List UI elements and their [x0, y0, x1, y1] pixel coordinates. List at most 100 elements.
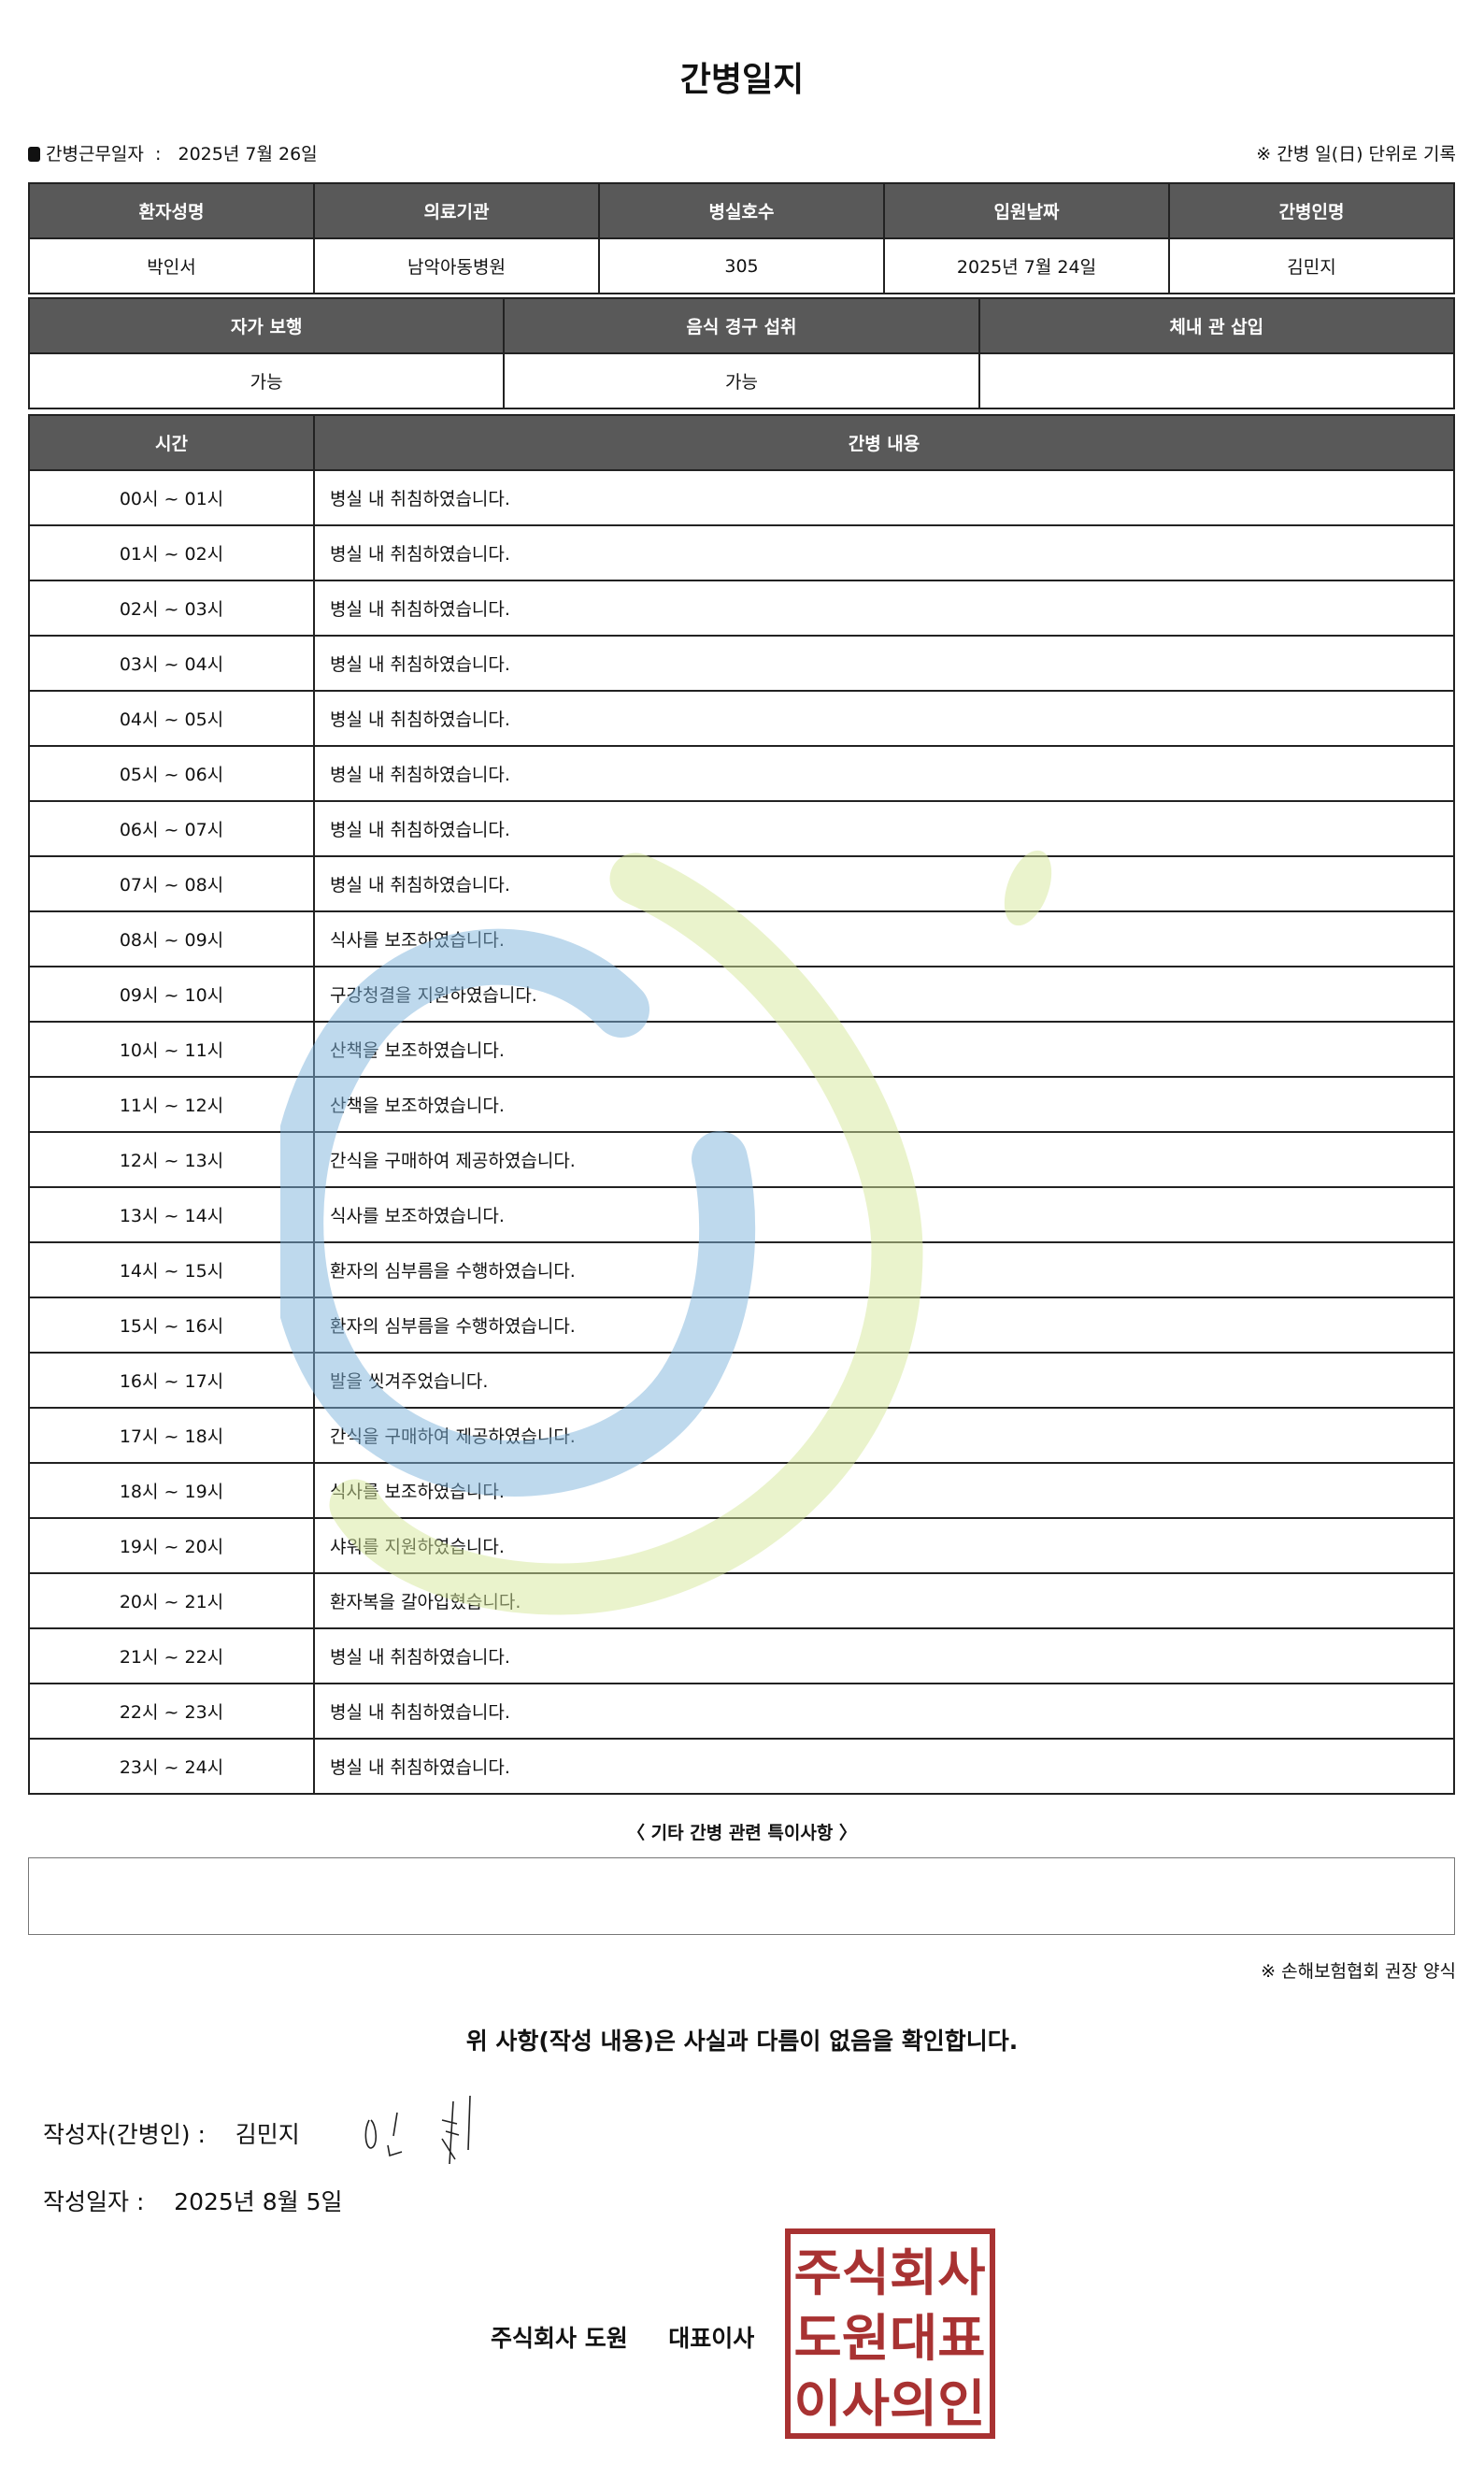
- tube-value: [977, 352, 1456, 409]
- care-log-table: 시간 간병 내용 00시 ~ 01시 병실 내 취침하였습니다. 01시 ~ 02시 병…: [28, 414, 1455, 1795]
- header-oral-intake: 음식 경구 섭취: [503, 297, 980, 354]
- written-date: 작성일자 : 2025년 8월 5일: [43, 2184, 343, 2217]
- content-cell: 식사를 보조하였습니다.: [313, 1462, 1455, 1519]
- writer-name: 김민지: [235, 2121, 300, 2148]
- content-cell: 병실 내 취침하였습니다.: [313, 1683, 1455, 1740]
- table-row: 00시 ~ 01시 병실 내 취침하였습니다.: [28, 469, 1455, 526]
- time-cell: 08시 ~ 09시: [28, 910, 315, 967]
- company-seal: 주식회사 도원대표 이사의인: [785, 2228, 995, 2439]
- table-row: 17시 ~ 18시 간식을 구매하여 제공하였습니다.: [28, 1407, 1455, 1464]
- table-row: 01시 ~ 02시 병실 내 취침하였습니다.: [28, 524, 1455, 581]
- content-cell: 샤워를 지원하였습니다.: [313, 1517, 1455, 1574]
- content-cell: 병실 내 취침하였습니다.: [313, 635, 1455, 692]
- patient-status-table: 자가 보행 음식 경구 섭취 체내 관 삽입 가능 가능: [27, 297, 1456, 409]
- oral-intake-value: 가능: [503, 352, 980, 409]
- header-content: 간병 내용: [313, 414, 1455, 471]
- content-cell: 병실 내 취침하였습니다.: [313, 690, 1455, 747]
- table-row: 12시 ~ 13시 간식을 구매하여 제공하였습니다.: [28, 1131, 1455, 1188]
- written-date-value: 2025년 8월 5일: [174, 2188, 343, 2215]
- content-cell: 병실 내 취침하였습니다.: [313, 745, 1455, 802]
- company-name: 주식회사 도원: [491, 2325, 628, 2352]
- caregiver-name: 김민지: [1168, 237, 1455, 294]
- written-date-label: 작성일자 :: [43, 2188, 145, 2215]
- time-cell: 15시 ~ 16시: [28, 1297, 315, 1354]
- content-cell: 환자의 심부름을 수행하였습니다.: [313, 1297, 1455, 1354]
- content-cell: 산책을 보조하였습니다.: [313, 1021, 1455, 1078]
- patient-name: 박인서: [28, 237, 315, 294]
- writer: 작성자(간병인) : 김민지: [43, 2116, 300, 2150]
- content-cell: 간식을 구매하여 제공하였습니다.: [313, 1407, 1455, 1464]
- table-row: 04시 ~ 05시 병실 내 취침하였습니다.: [28, 690, 1455, 747]
- time-cell: 13시 ~ 14시: [28, 1186, 315, 1243]
- time-cell: 05시 ~ 06시: [28, 745, 315, 802]
- writer-label: 작성자(간병인) :: [43, 2121, 206, 2148]
- time-cell: 09시 ~ 10시: [28, 966, 315, 1023]
- time-cell: 00시 ~ 01시: [28, 469, 315, 526]
- content-cell: 환자의 심부름을 수행하였습니다.: [313, 1241, 1455, 1298]
- time-cell: 11시 ~ 12시: [28, 1076, 315, 1133]
- table-row: 07시 ~ 08시 병실 내 취침하였습니다.: [28, 855, 1455, 912]
- table-row: 22시 ~ 23시 병실 내 취침하였습니다.: [28, 1683, 1455, 1740]
- table-row: 03시 ~ 04시 병실 내 취침하였습니다.: [28, 635, 1455, 692]
- work-date: 간병근무일자 : 2025년 7월 26일: [28, 140, 318, 165]
- table-row: 23시 ~ 24시 병실 내 취침하였습니다.: [28, 1738, 1455, 1795]
- table-row: 19시 ~ 20시 샤워를 지원하였습니다.: [28, 1517, 1455, 1574]
- content-cell: 병실 내 취침하였습니다.: [313, 855, 1455, 912]
- time-cell: 10시 ~ 11시: [28, 1021, 315, 1078]
- signature: [364, 2095, 471, 2165]
- header-time: 시간: [28, 414, 315, 471]
- time-cell: 23시 ~ 24시: [28, 1738, 315, 1795]
- table-row: 11시 ~ 12시 산책을 보조하였습니다.: [28, 1076, 1455, 1133]
- bullet-icon: [28, 147, 40, 162]
- company-signature: 주식회사 도원 대표이사: [491, 2320, 754, 2354]
- table-row: 09시 ~ 10시 구강청결을 지원하였습니다.: [28, 966, 1455, 1023]
- time-cell: 16시 ~ 17시: [28, 1352, 315, 1409]
- room: 305: [598, 237, 885, 294]
- walking-value: 가능: [27, 352, 506, 409]
- table-row: 21시 ~ 22시 병실 내 취침하였습니다.: [28, 1627, 1455, 1684]
- svg-text:이사의인: 이사의인: [794, 2374, 986, 2433]
- content-cell: 병실 내 취침하였습니다.: [313, 469, 1455, 526]
- time-cell: 21시 ~ 22시: [28, 1627, 315, 1684]
- time-cell: 04시 ~ 05시: [28, 690, 315, 747]
- table-row: 20시 ~ 21시 환자복을 갈아입혔습니다.: [28, 1572, 1455, 1629]
- time-cell: 06시 ~ 07시: [28, 800, 315, 857]
- content-cell: 간식을 구매하여 제공하였습니다.: [313, 1131, 1455, 1188]
- time-cell: 17시 ~ 18시: [28, 1407, 315, 1464]
- content-cell: 병실 내 취침하였습니다.: [313, 524, 1455, 581]
- time-cell: 18시 ~ 19시: [28, 1462, 315, 1519]
- header-hospital: 의료기관: [313, 182, 600, 239]
- svg-text:도원대표: 도원대표: [794, 2309, 986, 2368]
- page-title: 간병일지: [679, 61, 805, 99]
- table-row: 15시 ~ 16시 환자의 심부름을 수행하였습니다.: [28, 1297, 1455, 1354]
- header-walking: 자가 보행: [27, 297, 506, 354]
- table-row: 05시 ~ 06시 병실 내 취침하였습니다.: [28, 745, 1455, 802]
- ceo-title: 대표이사: [668, 2325, 755, 2352]
- content-cell: 구강청결을 지원하였습니다.: [313, 966, 1455, 1023]
- remarks-box: [28, 1857, 1455, 1935]
- time-cell: 19시 ~ 20시: [28, 1517, 315, 1574]
- content-cell: 발을 씻겨주었습니다.: [313, 1352, 1455, 1409]
- time-cell: 02시 ~ 03시: [28, 580, 315, 637]
- content-cell: 환자복을 갈아입혔습니다.: [313, 1572, 1455, 1629]
- form-note: ※ 손해보험협회 권장 양식: [1261, 1961, 1456, 1982]
- time-cell: 03시 ~ 04시: [28, 635, 315, 692]
- table-row: 16시 ~ 17시 발을 씻겨주었습니다.: [28, 1352, 1455, 1409]
- svg-text:주식회사: 주식회사: [794, 2243, 986, 2302]
- header-patient: 환자성명: [28, 182, 315, 239]
- time-cell: 01시 ~ 02시: [28, 524, 315, 581]
- record-note: ※ 간병 일(日) 단위로 기록: [1256, 144, 1456, 165]
- content-cell: 병실 내 취침하였습니다.: [313, 1627, 1455, 1684]
- table-row: 14시 ~ 15시 환자의 심부름을 수행하였습니다.: [28, 1241, 1455, 1298]
- time-cell: 20시 ~ 21시: [28, 1572, 315, 1629]
- work-date-value: 2025년 7월 26일: [178, 144, 318, 165]
- header-tube: 체내 관 삽입: [977, 297, 1456, 354]
- content-cell: 병실 내 취침하였습니다.: [313, 580, 1455, 637]
- time-cell: 12시 ~ 13시: [28, 1131, 315, 1188]
- time-cell: 22시 ~ 23시: [28, 1683, 315, 1740]
- content-cell: 병실 내 취침하였습니다.: [313, 1738, 1455, 1795]
- remarks-title: 〈 기타 간병 관련 특이사항 〉: [627, 1823, 857, 1843]
- header-room: 병실호수: [598, 182, 885, 239]
- content-cell: 병실 내 취침하였습니다.: [313, 800, 1455, 857]
- work-date-label: 간병근무일자: [46, 144, 144, 165]
